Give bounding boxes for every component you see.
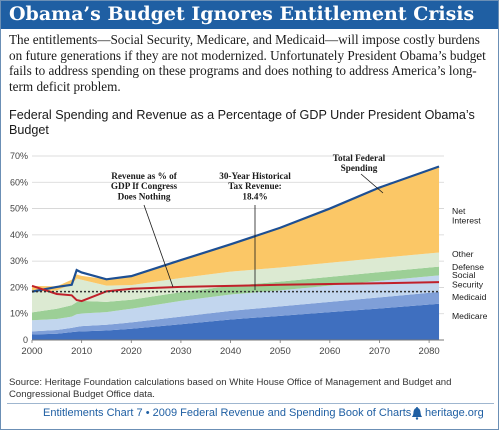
- y-tick-label: 70%: [10, 151, 28, 161]
- footer-divider: [7, 403, 494, 404]
- area-chart: 0 10% 20% 30% 40% 50% 60% 70% 2000 2010 2020 2030 20…: [10, 151, 488, 357]
- y-tick-label: 20%: [10, 282, 28, 292]
- chart-lines: [31, 165, 440, 303]
- area-medicare: [32, 303, 440, 340]
- y-tick-label: 10%: [10, 309, 28, 319]
- intro-paragraph: The entitlements—Social Security, Medica…: [9, 32, 486, 94]
- annotation-revenue-leader: [143, 204, 174, 288]
- annotation-total-leader: [360, 173, 384, 194]
- area-social-security: [32, 275, 440, 332]
- page-title: Obama’s Budget Ignores Entitlement Crisi…: [9, 3, 475, 25]
- area-net-interest: [32, 166, 440, 292]
- annotations: Revenue as % of GDP If Congress Does Nothi…: [111, 153, 386, 290]
- annotation-historical: 30-Year Historical Tax Revenue: 18.4%: [219, 171, 291, 201]
- area-defense: [32, 266, 440, 321]
- x-tick-label: 2030: [170, 346, 191, 357]
- y-tick-label: 60%: [10, 177, 28, 187]
- title-banner: Obama’s Budget Ignores Entitlement Crisi…: [1, 1, 498, 29]
- series-label-medicaid: Medicaid: [452, 292, 487, 302]
- x-tick-label: 2050: [270, 346, 291, 357]
- y-tick-label: 40%: [10, 230, 28, 240]
- annotation-revenue: Revenue as % of GDP If Congress Does Nothi…: [111, 171, 178, 201]
- liberty-bell-icon: [411, 407, 423, 420]
- footer-site: heritage.org: [425, 407, 484, 419]
- axes: 0 10% 20% 30% 40% 50% 60% 70% 2000 2010 2020 2030 20…: [10, 151, 444, 357]
- series-label-defense: Defense: [452, 262, 484, 272]
- annotation-total-spending: Total Federal Spending: [333, 153, 386, 173]
- series-label-net-interest: Net Interest: [452, 206, 481, 226]
- y-tick-label: 30%: [10, 256, 28, 266]
- area-medicaid: [32, 291, 440, 335]
- total-spending-line: [31, 165, 440, 293]
- area-other: [32, 252, 440, 313]
- stacked-areas: [32, 166, 440, 340]
- series-label-other: Other: [452, 249, 474, 259]
- x-tick-label: 2000: [21, 346, 42, 357]
- x-tick-label: 2070: [369, 346, 390, 357]
- x-tick-label: 2080: [419, 346, 440, 357]
- footer-caption: Entitlements Chart 7 • 2009 Federal Reve…: [43, 407, 412, 419]
- x-tick-label: 2020: [121, 346, 142, 357]
- revenue-line: [31, 281, 440, 303]
- y-tick-label: 50%: [10, 204, 28, 214]
- source-note: Source: Heritage Foundation calculations…: [9, 377, 452, 400]
- x-tick-label: 2040: [220, 346, 241, 357]
- x-tick-label: 2060: [319, 346, 340, 357]
- series-label-medicare: Medicare: [452, 311, 488, 321]
- chart-title: Federal Spending and Revenue as a Percen…: [9, 108, 475, 137]
- x-tick-label: 2010: [71, 346, 92, 357]
- y-tick-label: 0: [23, 335, 28, 345]
- series-label-social-security: Social Security: [452, 270, 484, 290]
